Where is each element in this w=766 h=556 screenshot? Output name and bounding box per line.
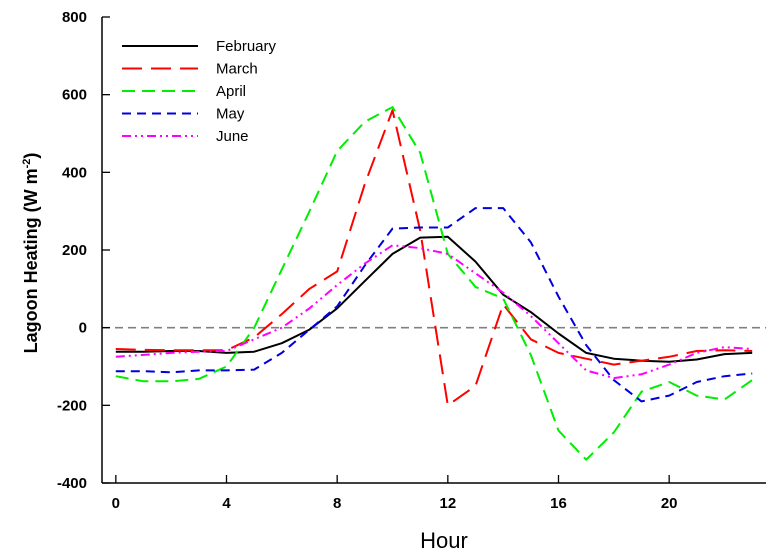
x-tick-label: 0 — [112, 495, 120, 512]
y-tick-label: 0 — [79, 320, 87, 337]
legend-label-april: April — [216, 83, 246, 100]
x-ticks: 0 4 8 12 16 20 — [112, 475, 678, 512]
series-line-april — [115, 106, 753, 461]
legend-label-march: March — [216, 61, 258, 78]
series-line-may — [115, 207, 753, 403]
x-tick-label: 20 — [661, 495, 678, 512]
y-ticks: -400 -200 0 200 400 600 800 — [57, 9, 110, 492]
y-tick-label: -400 — [57, 475, 87, 492]
x-tick-label: 16 — [550, 495, 567, 512]
series-line-june — [115, 244, 753, 380]
legend-label-february: February — [216, 38, 277, 55]
series-layer — [115, 106, 753, 461]
x-axis-title: Hour — [420, 528, 468, 553]
y-axis-title: Lagoon Heating (W m-2) — [21, 153, 41, 354]
series-line-february — [115, 235, 753, 363]
y-axis-title-superscript: -2 — [21, 159, 33, 169]
y-tick-label: -200 — [57, 397, 87, 414]
y-tick-label: 600 — [62, 87, 87, 104]
legend-label-may: May — [216, 106, 245, 123]
y-tick-label: 800 — [62, 9, 87, 26]
x-tick-label: 8 — [333, 495, 341, 512]
x-tick-label: 12 — [439, 495, 456, 512]
y-axis-title-close: ) — [21, 153, 41, 159]
legend-label-june: June — [216, 128, 249, 145]
legend: February March April May June — [122, 38, 277, 145]
y-tick-label: 400 — [62, 164, 87, 181]
y-axis-title-main: Lagoon Heating (W m — [21, 168, 41, 353]
x-tick-label: 4 — [222, 495, 231, 512]
y-tick-label: 200 — [62, 242, 87, 259]
